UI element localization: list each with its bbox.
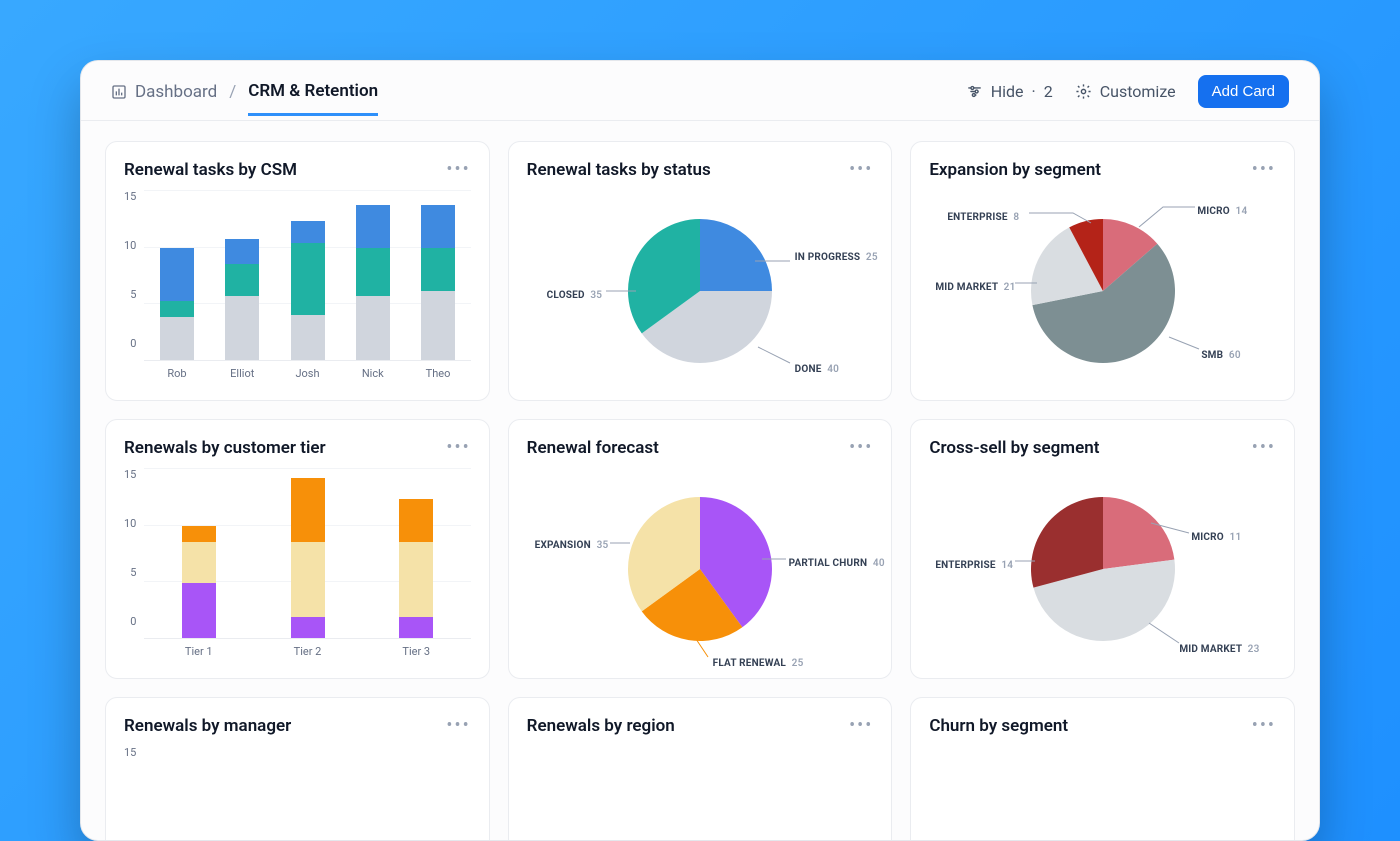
card-title: Renewal tasks by status: [527, 160, 711, 180]
card-grid: Renewal tasks by CSM ••• 151050RobElliotJo…: [81, 121, 1319, 840]
card-menu-button[interactable]: •••: [849, 161, 873, 179]
customize-label: Customize: [1100, 82, 1176, 101]
card-menu-button[interactable]: •••: [1252, 439, 1276, 457]
pie-label: SMB 60: [1201, 350, 1240, 361]
chart-area: 15: [124, 746, 471, 840]
chart-card: Renewal tasks by CSM ••• 151050RobElliotJo…: [105, 141, 490, 401]
card-title: Renewals by manager: [124, 716, 291, 736]
chart-area: PARTIAL CHURN 40FLAT RENEWAL 25EXPANSION…: [527, 468, 874, 668]
pie-label: MID MARKET 23: [1179, 644, 1259, 655]
chart-card: Renewals by region •••: [508, 697, 893, 840]
chart-card: Cross-sell by segment ••• MICRO 11 MID MARK…: [910, 419, 1295, 679]
chart-area: MICRO 14 SMB 60 MID MARKET 21 ENTERPRISE 8: [929, 190, 1276, 390]
breadcrumb-active[interactable]: CRM & Retention: [248, 81, 378, 116]
pie-label: FLAT RENEWAL 25: [713, 658, 804, 669]
breadcrumb-root[interactable]: Dashboard: [111, 82, 217, 116]
app-frame: Dashboard / CRM & Retention Hide · 2 Cus…: [80, 60, 1320, 841]
card-title: Churn by segment: [929, 716, 1068, 736]
chart-card: Renewal forecast•••PARTIAL CHURN 40FLAT …: [508, 419, 893, 679]
chart-card: Expansion by segment ••• MICRO 14 SMB 60 MID…: [910, 141, 1295, 401]
pie-label: ENTERPRISE 8: [947, 212, 1019, 223]
chart-area: [929, 746, 1276, 840]
breadcrumb: Dashboard / CRM & Retention: [111, 81, 378, 116]
chart-card: Churn by segment •••: [910, 697, 1295, 840]
pie-label: ENTERPRISE 14: [935, 560, 1013, 571]
chart-area: [527, 746, 874, 840]
card-menu-button[interactable]: •••: [446, 717, 470, 735]
chart-area: 151050RobElliotJoshNickTheo: [124, 190, 471, 386]
hide-button[interactable]: Hide · 2: [966, 82, 1053, 115]
card-menu-button[interactable]: •••: [1252, 717, 1276, 735]
pie-label: EXPANSION 35: [535, 540, 609, 551]
card-title: Renewal forecast: [527, 438, 659, 458]
hide-label: Hide: [991, 82, 1024, 101]
hide-sep: ·: [1032, 82, 1036, 101]
pie-label: IN PROGRESS 25: [795, 252, 878, 263]
breadcrumb-sep: /: [229, 82, 236, 116]
pie-label: MICRO 11: [1191, 532, 1241, 543]
chart-card: Renewal tasks by status ••• IN PROGRESS 25…: [508, 141, 893, 401]
filter-icon: [966, 83, 983, 100]
card-title: Cross-sell by segment: [929, 438, 1099, 458]
breadcrumb-root-label: Dashboard: [135, 82, 217, 102]
gear-icon: [1075, 83, 1092, 100]
card-menu-button[interactable]: •••: [849, 439, 873, 457]
chart-area: MICRO 11 MID MARKET 23 ENTERPRISE 14: [929, 468, 1276, 668]
pie-label: CLOSED 35: [547, 290, 603, 301]
card-menu-button[interactable]: •••: [446, 161, 470, 179]
chart-card: Renewals by customer tier ••• 151050Tier 1…: [105, 419, 490, 679]
card-title: Renewals by region: [527, 716, 675, 736]
card-title: Renewals by customer tier: [124, 438, 326, 458]
topbar-actions: Hide · 2 Customize Add Card: [966, 75, 1289, 122]
dashboard-icon: [111, 84, 127, 100]
chart-card: Renewals by manager ••• 15: [105, 697, 490, 840]
pie-label: MICRO 14: [1197, 206, 1247, 217]
card-title: Expansion by segment: [929, 160, 1101, 180]
chart-area: IN PROGRESS 25DONE 40CLOSED 35: [527, 190, 874, 390]
card-menu-button[interactable]: •••: [849, 717, 873, 735]
card-menu-button[interactable]: •••: [446, 439, 470, 457]
customize-button[interactable]: Customize: [1075, 82, 1176, 115]
pie-label: MID MARKET 21: [935, 282, 1015, 293]
hide-count: 2: [1044, 82, 1053, 101]
topbar: Dashboard / CRM & Retention Hide · 2 Cus…: [81, 61, 1319, 121]
add-card-button[interactable]: Add Card: [1198, 75, 1289, 108]
card-menu-button[interactable]: •••: [1252, 161, 1276, 179]
chart-area: 151050Tier 1Tier 2Tier 3: [124, 468, 471, 664]
pie-label: PARTIAL CHURN 40: [789, 558, 885, 569]
pie-label: DONE 40: [795, 364, 839, 375]
card-title: Renewal tasks by CSM: [124, 160, 297, 180]
